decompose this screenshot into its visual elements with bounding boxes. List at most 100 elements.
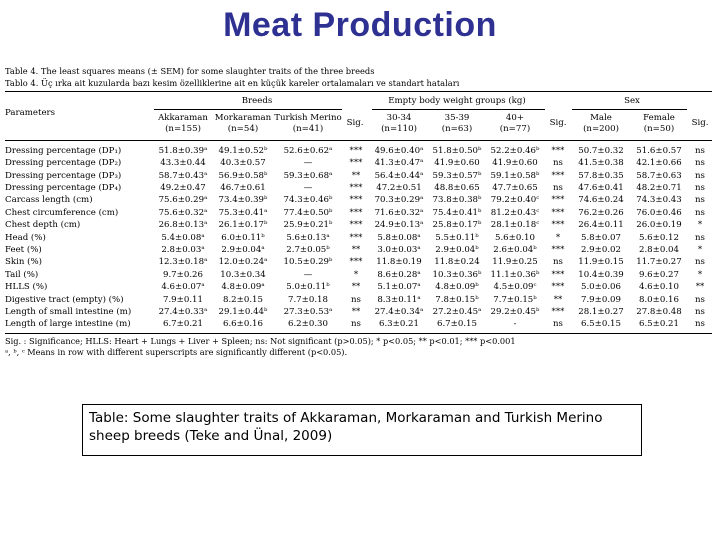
- table-row: Tail (%) 9.7±0.26 10.3±0.34 — * 8.6±0.28ᵃ 10.3…: [5, 269, 712, 281]
- table-cell: *: [555, 232, 561, 243]
- table-row: Dressing percentage (DP₄) 49.2±0.47 46.7±0…: [5, 182, 712, 194]
- table-cell: 52.6±0.62ᵃ: [283, 145, 333, 156]
- col-n-turkish-merino: (n=41): [292, 124, 324, 134]
- table-row: Skin (%) 12.3±0.18ᵃ 12.0±0.24ᵃ 10.5±0.29ᵇ **…: [5, 257, 712, 269]
- table-cell: ***: [551, 195, 565, 206]
- table-cell: ns: [553, 183, 563, 194]
- table-cell: ns: [351, 319, 361, 330]
- group-header-breeds: Breeds: [241, 96, 273, 106]
- table-cell: 41.5±0.38: [578, 158, 624, 169]
- table-cell: ns: [553, 257, 563, 268]
- table-cell: 11.7±0.27: [636, 257, 682, 268]
- table-cell: 46.7±0.61: [220, 183, 266, 194]
- table-cell: 4.6±0.07ᵃ: [161, 282, 205, 293]
- table-row: Feet (%) 2.8±0.03ᵃ 2.9±0.04ᵃ 2.7±0.05ᵇ ** 3.0…: [5, 244, 712, 256]
- col-header-sig-breeds: Sig.: [346, 118, 364, 128]
- table-cell: 2.9±0.02: [580, 245, 621, 256]
- table-cell: 76.2±0.26: [578, 207, 624, 218]
- table-cell: 5.8±0.08ᵃ: [377, 232, 421, 243]
- footnote-significance: Sig. : Significance; HLLS: Heart + Lungs…: [5, 336, 516, 346]
- table-cell: ns: [695, 170, 705, 181]
- row-parameter-label: Dressing percentage (DP₂): [5, 158, 122, 169]
- table-cell: **: [351, 306, 361, 317]
- table-cell: 25.9±0.21ᵇ: [283, 220, 333, 231]
- col-header-40-plus: 40+: [505, 113, 525, 123]
- table-cell: 7.7±0.15ᵇ: [493, 294, 537, 305]
- row-parameter-label: Dressing percentage (DP₁): [5, 145, 122, 156]
- table-cell: 48.2±0.71: [636, 183, 682, 194]
- col-header-female: Female: [643, 113, 675, 123]
- col-header-30-34: 30-34: [386, 113, 412, 123]
- table-cell: 8.0±0.16: [638, 294, 679, 305]
- table-cell: 7.9±0.09: [580, 294, 621, 305]
- table-cell: 26.8±0.13ᵃ: [158, 220, 208, 231]
- table-cell: 73.8±0.38ᵇ: [432, 195, 482, 206]
- table-cell: ***: [349, 220, 363, 231]
- table-cell: 4.8±0.09ᵃ: [221, 282, 265, 293]
- data-table: Dressing percentage (DP₁) 51.8±0.39ᵃ 49.1±…: [5, 145, 712, 331]
- weight-underline: [372, 109, 545, 110]
- table-cell: —: [303, 269, 313, 280]
- table-cell: *: [697, 220, 703, 231]
- table-cell: 59.3±0.68ᵃ: [283, 170, 333, 181]
- table-cell: ns: [695, 195, 705, 206]
- table-cell: 59.1±0.58ᵇ: [490, 170, 540, 181]
- row-parameter-label: Skin (%): [5, 257, 42, 268]
- table-cell: 12.0±0.24ᵃ: [218, 257, 268, 268]
- table-cell: 5.8±0.07: [580, 232, 621, 243]
- table-cell: ns: [695, 319, 705, 330]
- table-cell: ***: [551, 170, 565, 181]
- row-parameter-label: Carcass length (cm): [5, 195, 93, 206]
- col-header-sig-weight: Sig.: [549, 118, 567, 128]
- table-cell: **: [351, 282, 361, 293]
- table-cell: 5.6±0.12: [638, 232, 679, 243]
- table-cell: 73.4±0.39ᵇ: [218, 195, 268, 206]
- table-cell: 57.8±0.35: [578, 170, 624, 181]
- table-cell: 71.6±0.32ᵃ: [374, 207, 424, 218]
- table-row: HLLS (%) 4.6±0.07ᵃ 4.8±0.09ᵃ 5.0±0.11ᵇ ** 5.1…: [5, 281, 712, 293]
- table-cell: **: [351, 170, 361, 181]
- table-cell: ***: [551, 207, 565, 218]
- breeds-underline: [154, 109, 342, 110]
- col-header-akkaraman: Akkaraman: [158, 113, 208, 123]
- table-cell: 6.2±0.30: [287, 319, 328, 330]
- row-parameter-label: Feet (%): [5, 245, 42, 256]
- table-cell: 52.2±0.46ᵇ: [490, 145, 540, 156]
- table-cell: 75.6±0.32ᵃ: [158, 207, 208, 218]
- table-cell: 6.6±0.16: [222, 319, 263, 330]
- table-cell: 47.2±0.51: [376, 183, 422, 194]
- table-cell: 28.1±0.27: [578, 306, 624, 317]
- table-cell: 5.1±0.07ᵃ: [377, 282, 421, 293]
- table-cell: ns: [553, 158, 563, 169]
- table-cell: ***: [349, 158, 363, 169]
- table-cell: 75.6±0.29ᵃ: [158, 195, 208, 206]
- table-cell: 77.4±0.50ᵇ: [283, 207, 333, 218]
- table-top-rule: [5, 91, 712, 92]
- header-bottom-rule: [5, 140, 712, 141]
- table-cell: 74.6±0.24: [578, 195, 624, 206]
- table-cell: 74.3±0.46ᵇ: [283, 195, 333, 206]
- table-cell: 56.9±0.58ᵇ: [218, 170, 268, 181]
- table-cell: 5.6±0.13ᵃ: [286, 232, 330, 243]
- table-row: Dressing percentage (DP₃) 58.7±0.43ᵃ 56.9±…: [5, 170, 712, 182]
- table-cell: 9.7±0.26: [162, 269, 203, 280]
- table-cell: 48.8±0.65: [434, 183, 480, 194]
- table-cell: 7.9±0.11: [162, 294, 203, 305]
- table-cell: 56.4±0.44ᵃ: [374, 170, 424, 181]
- table-cell: 59.3±0.57ᵇ: [432, 170, 482, 181]
- row-parameter-label: HLLS (%): [5, 282, 48, 293]
- parameters-header: Parameters: [5, 108, 56, 118]
- table-cell: 50.7±0.32: [578, 145, 624, 156]
- table-cell: 2.9±0.04ᵇ: [435, 245, 479, 256]
- sex-underline: [572, 109, 687, 110]
- table-cell: ns: [695, 183, 705, 194]
- table-cell: ***: [551, 306, 565, 317]
- col-header-turkish-merino: Turkish Merino: [274, 113, 342, 123]
- table-caption-english: Table 4. The least squares means (± SEM)…: [5, 66, 375, 76]
- table-cell: —: [303, 158, 313, 169]
- row-parameter-label: Dressing percentage (DP₄): [5, 183, 122, 194]
- table-cell: **: [553, 294, 563, 305]
- group-header-sex: Sex: [624, 96, 640, 106]
- table-cell: *: [697, 245, 703, 256]
- table-cell: ***: [349, 195, 363, 206]
